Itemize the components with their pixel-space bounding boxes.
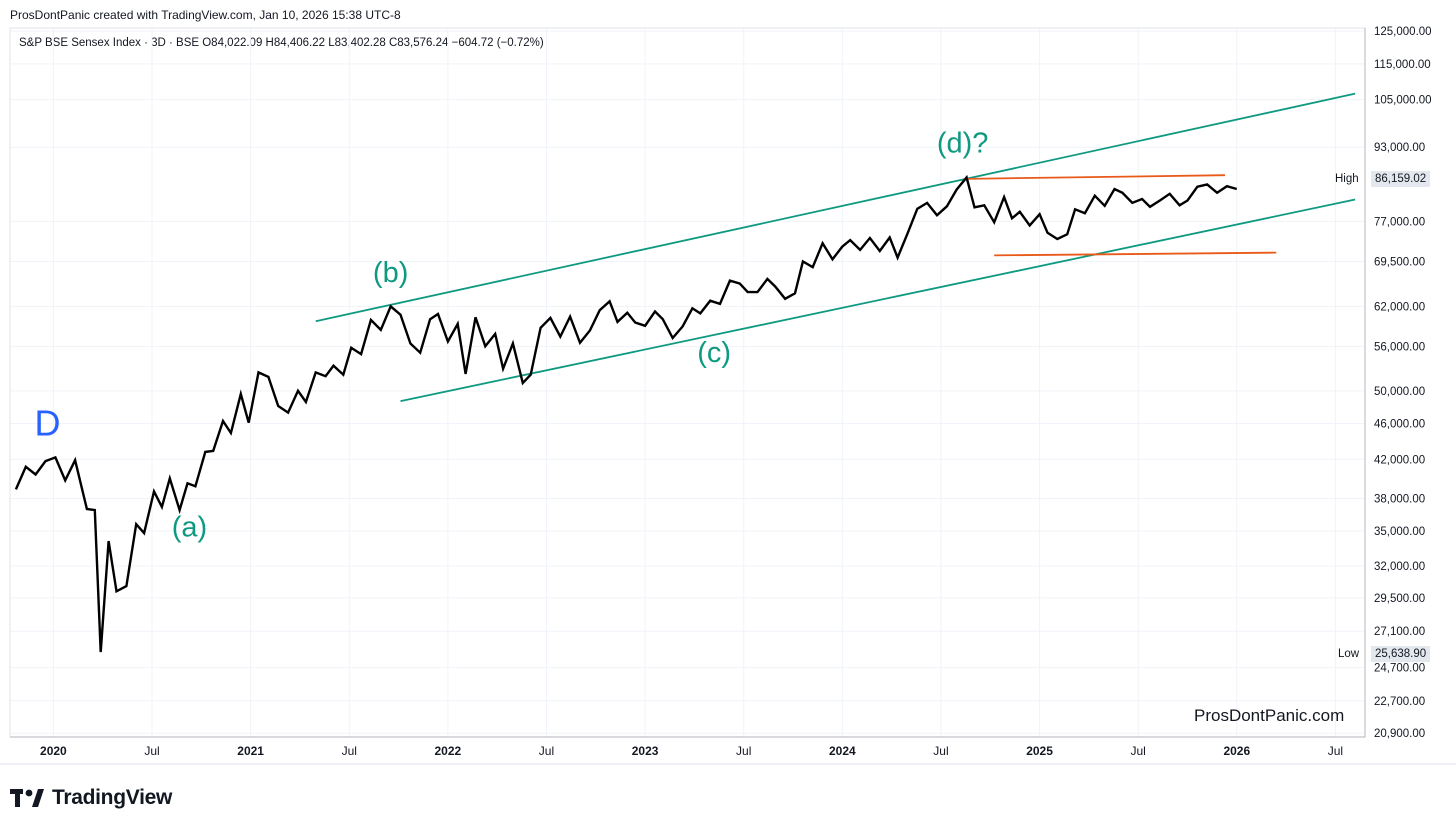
time-tick-label: 2025 bbox=[1026, 744, 1053, 758]
wave-label-a: (a) bbox=[172, 511, 207, 543]
drawing-tools[interactable] bbox=[315, 92, 1356, 403]
price-series bbox=[14, 174, 1238, 653]
grid-lines bbox=[10, 28, 1365, 737]
price-tick-label: 93,000.00 bbox=[1374, 142, 1425, 154]
price-tick-label: 29,500.00 bbox=[1374, 593, 1425, 605]
chart-caption: ProsDontPanic created with TradingView.c… bbox=[10, 8, 401, 22]
watermark-text: ProsDontPanic.com bbox=[1194, 706, 1345, 725]
price-tick-label: 38,000.00 bbox=[1374, 494, 1425, 506]
price-tick-label: 20,900.00 bbox=[1374, 728, 1425, 740]
price-tick-label: 50,000.00 bbox=[1374, 386, 1425, 398]
price-tick-label: 62,000.00 bbox=[1374, 301, 1425, 313]
tradingview-logo-icon bbox=[10, 789, 44, 807]
wave-label-d: (d)? bbox=[937, 127, 989, 159]
time-tick-label: 2024 bbox=[829, 744, 856, 758]
range-bottom-line[interactable] bbox=[994, 251, 1277, 257]
price-tick-label: 125,000.00 bbox=[1374, 26, 1432, 38]
lower-channel-line[interactable] bbox=[400, 198, 1356, 403]
price-tick-label: 27,100.00 bbox=[1374, 626, 1425, 638]
time-tick-label: 2022 bbox=[435, 744, 462, 758]
wave-label-c: (c) bbox=[697, 337, 731, 369]
price-tick-label: 22,700.00 bbox=[1374, 696, 1425, 708]
price-tick-label: 77,000.00 bbox=[1374, 216, 1425, 228]
price-tick-label: 46,000.00 bbox=[1374, 419, 1425, 431]
low-marker-value: 25,638.90 bbox=[1371, 646, 1431, 662]
time-tick-label: Jul bbox=[1328, 744, 1343, 758]
price-tick-label: 115,000.00 bbox=[1374, 59, 1431, 71]
close-price-line bbox=[14, 174, 1238, 653]
time-tick-label: Jul bbox=[1131, 744, 1146, 758]
time-tick-label: 2021 bbox=[237, 744, 264, 758]
low-marker-label: Low bbox=[1338, 648, 1360, 660]
time-tick-label: Jul bbox=[933, 744, 948, 758]
upper-channel-line[interactable] bbox=[315, 92, 1356, 323]
plot-border bbox=[9, 27, 1366, 738]
wave-label-D: D bbox=[34, 403, 60, 444]
high-marker-label: High bbox=[1335, 173, 1359, 185]
time-tick-label: Jul bbox=[144, 744, 159, 758]
time-tick-label: Jul bbox=[736, 744, 751, 758]
time-tick-label: Jul bbox=[342, 744, 357, 758]
axes: 125,000.00 115,000.00 105,000.00 93,000.00 7… bbox=[40, 26, 1432, 758]
tradingview-brand: TradingView bbox=[52, 786, 173, 809]
price-tick-label: 105,000.00 bbox=[1374, 95, 1432, 107]
wave-label-b: (b) bbox=[373, 257, 408, 289]
time-tick-label: 2023 bbox=[632, 744, 659, 758]
price-tick-label: 56,000.00 bbox=[1374, 341, 1425, 353]
price-tick-label: 42,000.00 bbox=[1374, 454, 1425, 466]
symbol-legend: S&P BSE Sensex Index · 3D · BSE O84,022.… bbox=[19, 37, 544, 49]
price-tick-label: 32,000.00 bbox=[1374, 561, 1425, 573]
price-tick-label: 35,000.00 bbox=[1374, 526, 1425, 538]
wave-labels: D (a) (b) (c) (d)? bbox=[34, 127, 988, 543]
time-tick-label: 2020 bbox=[40, 744, 67, 758]
price-tick-label: 24,700.00 bbox=[1374, 663, 1425, 675]
range-top-line[interactable] bbox=[966, 174, 1225, 180]
tradingview-logo[interactable]: TradingView bbox=[10, 784, 172, 812]
time-tick-label: Jul bbox=[539, 744, 554, 758]
price-tick-label: 69,500.00 bbox=[1374, 257, 1425, 269]
high-marker-value: 86,159.02 bbox=[1371, 171, 1431, 187]
time-tick-label: 2026 bbox=[1223, 744, 1250, 758]
